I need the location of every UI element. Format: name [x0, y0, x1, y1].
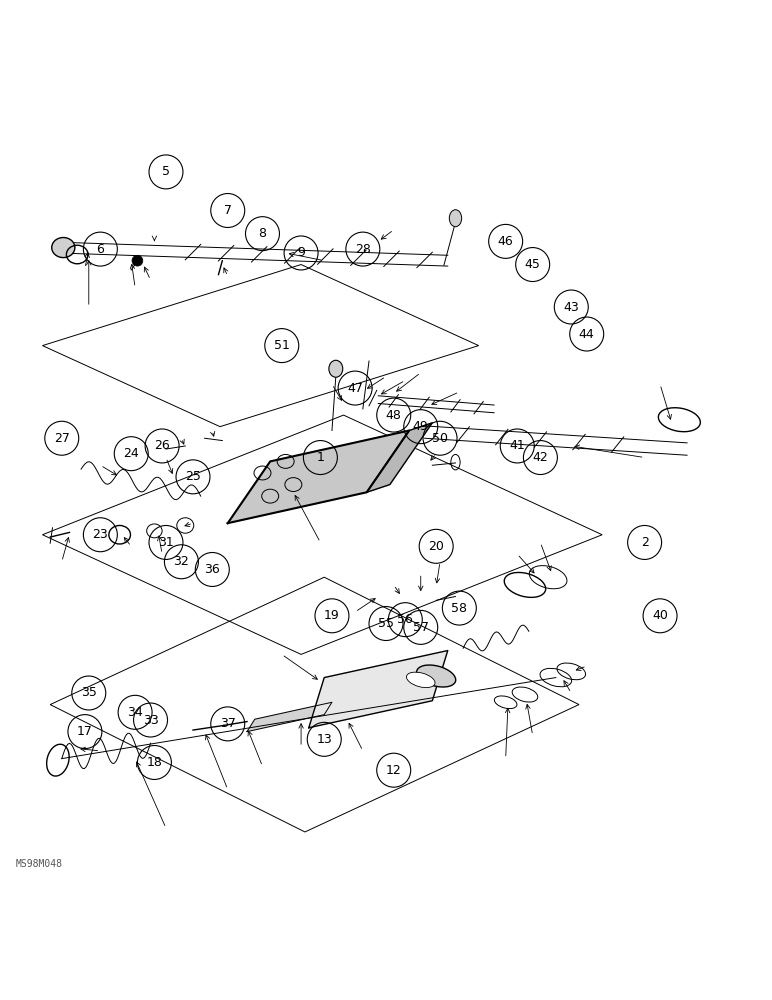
- Text: 36: 36: [205, 563, 220, 576]
- Text: 32: 32: [174, 555, 189, 568]
- Ellipse shape: [659, 408, 700, 432]
- Text: 47: 47: [347, 382, 363, 395]
- Text: 9: 9: [297, 246, 305, 259]
- Text: 1: 1: [317, 451, 324, 464]
- Text: 6: 6: [96, 243, 104, 256]
- Text: 2: 2: [641, 536, 648, 549]
- Text: 25: 25: [185, 470, 201, 483]
- Text: 40: 40: [652, 609, 668, 622]
- Ellipse shape: [417, 665, 455, 687]
- Text: 23: 23: [93, 528, 108, 541]
- Text: 13: 13: [317, 733, 332, 746]
- Text: 43: 43: [564, 301, 579, 314]
- Polygon shape: [367, 423, 432, 492]
- Text: 8: 8: [259, 227, 266, 240]
- Circle shape: [132, 255, 143, 266]
- Ellipse shape: [329, 360, 343, 377]
- Text: 7: 7: [224, 204, 232, 217]
- Text: 57: 57: [413, 621, 428, 634]
- Text: 51: 51: [274, 339, 290, 352]
- Text: 12: 12: [386, 764, 401, 777]
- Text: 28: 28: [355, 243, 371, 256]
- Text: 31: 31: [158, 536, 174, 549]
- Text: 27: 27: [54, 432, 69, 445]
- Text: 34: 34: [127, 706, 143, 719]
- Text: MS98M048: MS98M048: [15, 859, 63, 869]
- Text: 44: 44: [579, 328, 594, 341]
- Ellipse shape: [52, 238, 75, 258]
- Text: 46: 46: [498, 235, 513, 248]
- Ellipse shape: [449, 210, 462, 227]
- Text: 20: 20: [428, 540, 444, 553]
- Text: 33: 33: [143, 714, 158, 727]
- Text: 41: 41: [510, 439, 525, 452]
- Polygon shape: [309, 651, 448, 728]
- Text: 58: 58: [452, 602, 467, 615]
- Text: 42: 42: [533, 451, 548, 464]
- Text: 19: 19: [324, 609, 340, 622]
- Text: 49: 49: [413, 420, 428, 433]
- Text: 50: 50: [432, 432, 448, 445]
- Text: 55: 55: [378, 617, 394, 630]
- Text: 56: 56: [398, 613, 413, 626]
- Polygon shape: [228, 431, 409, 523]
- Polygon shape: [247, 702, 332, 732]
- Text: 18: 18: [147, 756, 162, 769]
- Text: 48: 48: [386, 409, 401, 422]
- Text: 17: 17: [77, 725, 93, 738]
- Text: 37: 37: [220, 717, 235, 730]
- Text: 5: 5: [162, 165, 170, 178]
- Ellipse shape: [407, 672, 435, 688]
- Text: 35: 35: [81, 686, 96, 700]
- Text: 24: 24: [124, 447, 139, 460]
- Text: 26: 26: [154, 439, 170, 452]
- Text: 45: 45: [525, 258, 540, 271]
